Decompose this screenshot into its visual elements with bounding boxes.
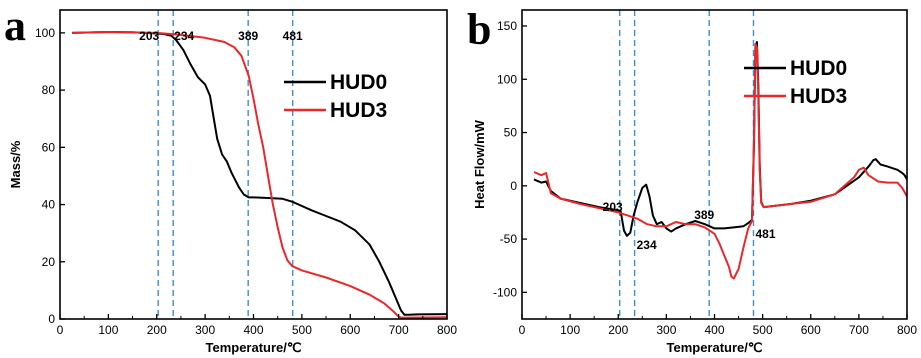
- legend-label-hud0: HUD0: [790, 57, 847, 80]
- plot-frame: [59, 9, 448, 320]
- legend-label-hud3: HUD3: [330, 99, 387, 122]
- marker-label-234: 234: [174, 29, 194, 43]
- x-tick-label: 700: [389, 323, 409, 337]
- panel-letter-b: b: [467, 5, 491, 54]
- marker-label-203: 203: [139, 29, 159, 43]
- y-tick-label: 40: [42, 198, 56, 212]
- y-axis-title: Heat Flow/mW: [472, 119, 487, 209]
- marker-label-203: 203: [603, 200, 623, 214]
- panel-letter-a: a: [4, 1, 26, 50]
- plot-frame: [521, 9, 908, 320]
- y-tick-label: 50: [504, 126, 518, 140]
- y-tick-label: 100: [35, 26, 55, 40]
- legend-label-hud3: HUD3: [790, 85, 847, 108]
- x-tick-label: 200: [608, 323, 628, 337]
- y-tick-label: 20: [42, 255, 56, 269]
- y-tick-label: 60: [42, 140, 56, 154]
- x-tick-label: 300: [195, 323, 215, 337]
- x-axis-title: Temperature/℃: [667, 340, 763, 355]
- marker-label-481: 481: [283, 29, 303, 43]
- y-tick-label: 150: [497, 19, 517, 33]
- y-tick-label: 100: [497, 72, 517, 86]
- series-line-hud0: [72, 31, 448, 316]
- y-tick-label: -50: [500, 232, 518, 246]
- x-tick-label: 400: [704, 323, 724, 337]
- x-tick-label: 0: [519, 323, 526, 337]
- x-tick-label: 100: [560, 323, 580, 337]
- marker-label-481: 481: [755, 227, 775, 241]
- series-line-hud3: [533, 43, 908, 280]
- marker-label-234: 234: [637, 238, 657, 252]
- y-axis-title: Mass/%: [8, 140, 23, 188]
- y-tick-label: -100: [493, 285, 517, 299]
- marker-label-389: 389: [694, 208, 714, 222]
- plot-area-a: 203 234 389 481 0 100 200 300 400 500 600 700 800 0 20…: [8, 9, 457, 355]
- x-tick-label: 800: [437, 323, 457, 337]
- x-tick-label: 600: [340, 323, 360, 337]
- y-tick-label: 80: [42, 83, 56, 97]
- x-tick-label: 500: [292, 323, 312, 337]
- x-tick-label: 600: [801, 323, 821, 337]
- x-tick-label: 700: [849, 323, 869, 337]
- y-tick-label: 0: [510, 179, 517, 193]
- x-tick-label: 0: [57, 323, 64, 337]
- legend-label-hud0: HUD0: [330, 71, 387, 94]
- marker-label-389: 389: [238, 29, 258, 43]
- x-axis-title: Temperature/℃: [206, 340, 302, 355]
- y-tick-label: 0: [48, 312, 55, 326]
- x-tick-label: 300: [656, 323, 676, 337]
- x-tick-label: 500: [753, 323, 773, 337]
- panel-a: a 203 234 389 481 0 100 200 300 400 500 600 700 800 0…: [4, 1, 457, 355]
- x-tick-label: 800: [897, 323, 917, 337]
- x-tick-label: 100: [98, 323, 118, 337]
- x-tick-label: 400: [243, 323, 263, 337]
- x-tick-label: 200: [147, 323, 167, 337]
- series-line-hud3: [72, 31, 448, 319]
- series-line-hud0: [533, 41, 908, 237]
